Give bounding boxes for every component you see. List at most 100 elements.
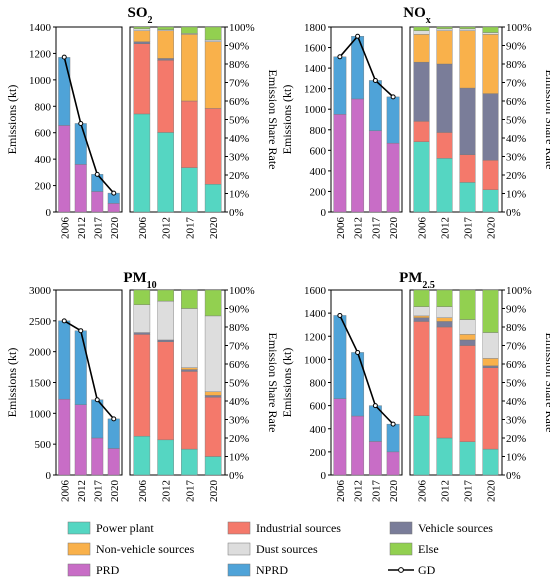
y-tick-label: 3000 [29,285,52,297]
panel-title: PM2.5 [399,270,435,291]
bar-else [157,289,174,302]
bar-industrial-sources [204,397,222,457]
bar-non-vehicle-sources [459,334,476,341]
y-tick-label: 1600 [304,285,327,297]
bar-industrial-sources [181,100,198,168]
share-tick-label: 70% [229,78,249,90]
bar-else [459,26,476,30]
gd-marker [94,397,100,403]
y-tick-label: 500 [35,439,52,451]
bar-prd [107,448,120,476]
bar-prd [74,404,87,476]
gd-line [339,34,394,98]
share-tick-label: 100% [229,22,255,34]
bar-prd [74,164,87,213]
share-tick-label: 0% [506,207,521,219]
bar-non-vehicle-sources [204,41,222,109]
share-tick-label: 30% [506,415,526,427]
bar-vehicle-sources [413,317,430,322]
bar-dust-sources [482,32,499,35]
x-tick-label: 2012 [76,217,88,239]
bar-industrial-sources [133,334,151,437]
panel-title-subscript: 10 [147,280,157,291]
panel-title: PM10 [123,270,156,291]
y-tick-label: 800 [310,378,327,390]
share-tick-label: 0% [506,470,521,482]
panel-1: NOx 0 200 400 600 800 1000 1200 1400 1600 1800 Emis… [280,5,550,239]
share-tick-label: 60% [229,96,249,108]
x-tick-label: 2012 [161,217,173,239]
bar-prd [333,114,347,213]
x-tick-label: 2006 [335,217,347,240]
legend-item: Non-vehicle sources [67,542,195,556]
y-tick-label: 600 [310,401,327,413]
y-tick-label: 1400 [304,63,327,75]
panel-title-subscript: x [426,15,431,26]
share-tick-label: 10% [229,452,249,464]
bar-vehicle-sources [436,321,453,328]
share-tick-label: 90% [229,41,249,53]
bar-else [436,26,453,30]
legend-swatch [67,542,91,556]
legend-swatch [67,521,91,535]
gd-marker [78,120,84,126]
bar-dust-sources [157,300,174,341]
bar-industrial-sources [459,154,476,183]
emissions-axis-label: Emissions (kt) [5,348,19,418]
share-tick-label: 40% [506,133,526,145]
y-tick-label: 400 [310,424,327,436]
bar-prd [386,451,400,476]
bar-else [482,26,499,33]
bar-power-plant [204,456,222,476]
bar-else [133,26,151,30]
legend-label: Power plant [96,521,154,535]
y-tick-label: 2000 [29,347,52,359]
share-tick-label: 60% [506,96,526,108]
y-tick-label: 0 [46,470,52,482]
legend-label: GD [418,563,436,577]
y-tick-label: 1200 [304,331,327,343]
bar-else [157,26,174,30]
y-tick-label: 1500 [29,378,52,390]
y-tick-label: 0 [46,207,52,219]
bar-nprd [58,57,71,126]
bar-power-plant [133,435,151,476]
bar-dust-sources [133,304,151,333]
share-tick-label: 50% [506,115,526,127]
gd-marker [390,94,396,100]
bar-power-plant [133,113,151,213]
bar-else [181,289,198,309]
bar-dust-sources [181,308,198,368]
y-tick-label: 600 [35,128,52,140]
bar-power-plant [436,437,453,476]
share-tick-label: 0% [229,470,244,482]
share-tick-label: 90% [506,41,526,53]
x-tick-label: 2017 [370,480,382,503]
legend-label: Vehicle sources [418,521,493,535]
bar-industrial-sources [482,367,499,450]
share-tick-label: 0% [229,207,244,219]
bar-industrial-sources [133,43,151,115]
bar-industrial-sources [181,371,198,450]
bar-industrial-sources [482,159,499,190]
bar-power-plant [204,184,222,213]
bar-power-plant [413,141,430,213]
x-tick-label: 2012 [161,480,173,502]
y-tick-label: 1400 [304,308,327,320]
y-tick-label: 600 [310,145,327,157]
bar-power-plant [181,167,198,213]
bar-non-vehicle-sources [204,391,222,396]
legend-marker-swatch [398,567,404,573]
legend-item: GD [388,563,436,577]
legend-label: PRD [96,563,120,577]
gd-marker [355,349,361,355]
bar-power-plant [459,441,476,476]
x-tick-label: 2017 [92,480,104,503]
bar-prd [58,398,71,476]
share-tick-label: 70% [229,341,249,353]
bar-non-vehicle-sources [436,317,453,322]
gd-marker [337,54,343,60]
legend-item: Industrial sources [227,521,341,535]
share-tick-label: 50% [506,378,526,390]
bar-power-plant [413,415,430,476]
